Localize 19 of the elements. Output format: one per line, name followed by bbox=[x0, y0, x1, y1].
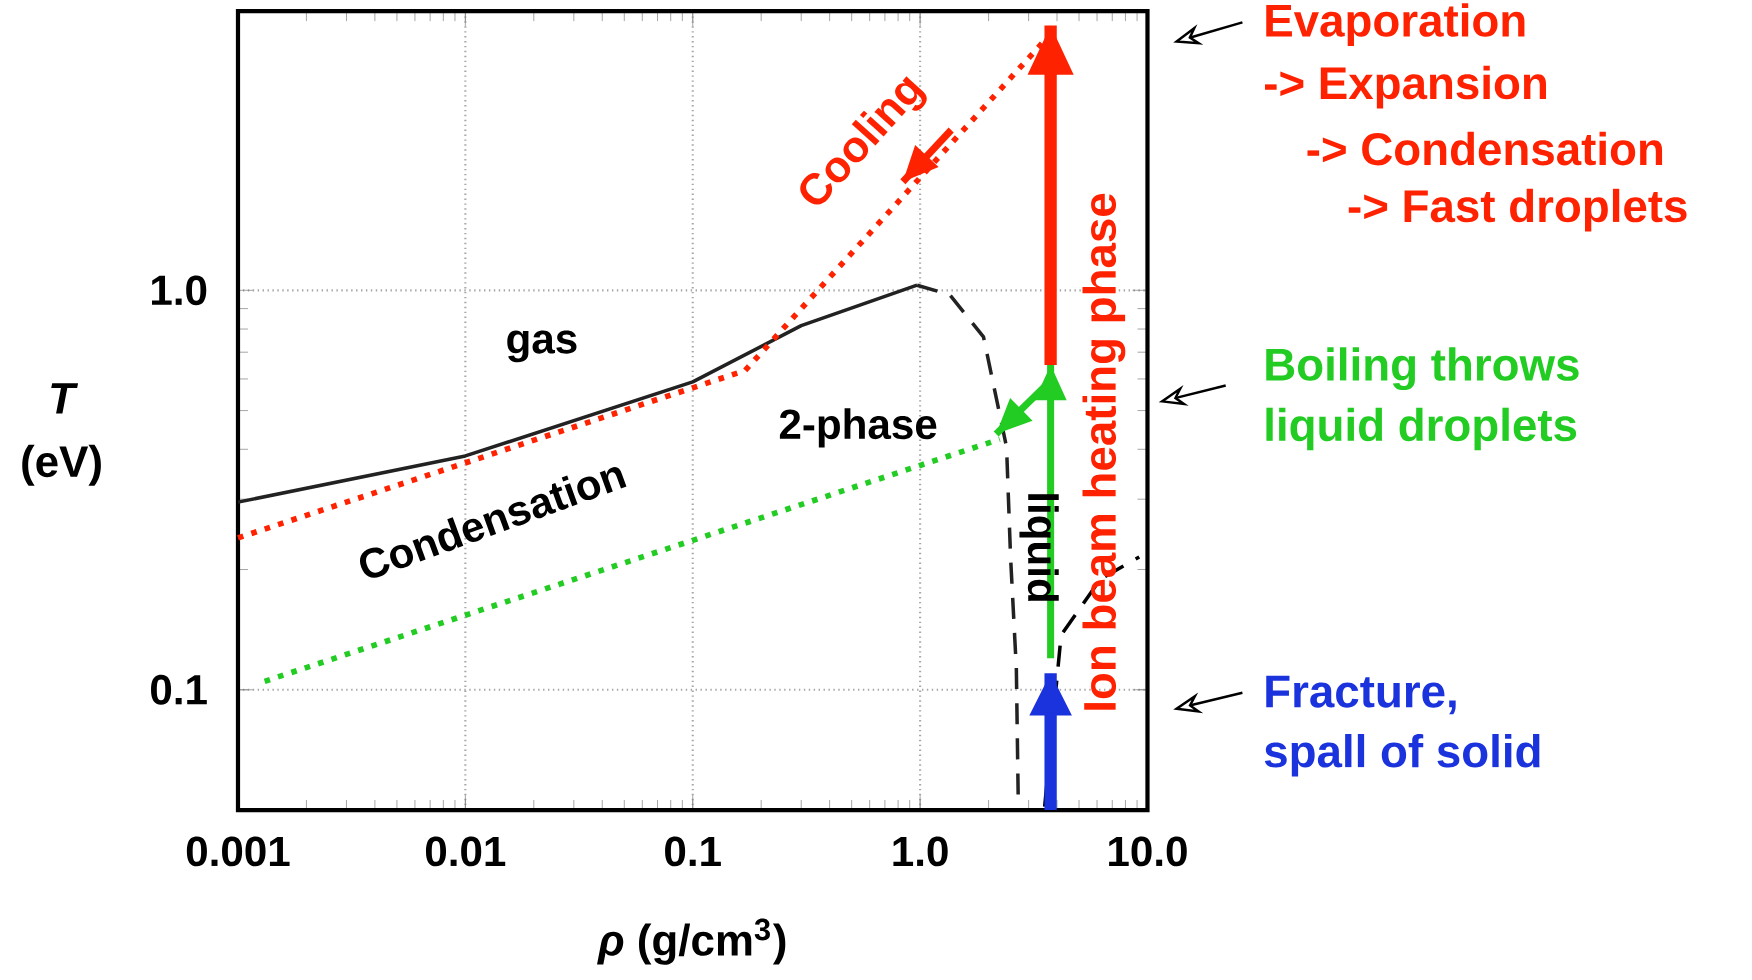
text: Boiling throws bbox=[1266, 347, 1579, 391]
text: -> Fast droplets bbox=[1348, 188, 1687, 232]
y-axis-title: T (eV) bbox=[22, 383, 101, 486]
text: liquid droplets bbox=[1266, 407, 1577, 451]
x-tick-label: 0.1 bbox=[665, 836, 721, 867]
x-tick-label: 1.0 bbox=[893, 836, 948, 867]
x-axis-title: ρ (g/cm$^{3}$) bbox=[597, 918, 786, 965]
text: -> Expansion bbox=[1264, 65, 1546, 109]
text: spall of solid bbox=[1264, 734, 1540, 777]
text: Evaporation bbox=[1266, 3, 1525, 46]
text: -> Condensation bbox=[1307, 131, 1663, 166]
x-tick-label: 10.0 bbox=[1109, 836, 1187, 867]
text: Fracture, bbox=[1266, 675, 1456, 715]
x-tick-label: 0.001 bbox=[186, 836, 290, 867]
x-tick-label: 0.01 bbox=[425, 836, 506, 867]
annotation: Ion beam heating phase bbox=[1082, 193, 1126, 710]
annotation: 2-phase bbox=[779, 408, 937, 448]
annotation: liquid bbox=[1019, 494, 1059, 601]
annotation: gas bbox=[507, 330, 577, 363]
